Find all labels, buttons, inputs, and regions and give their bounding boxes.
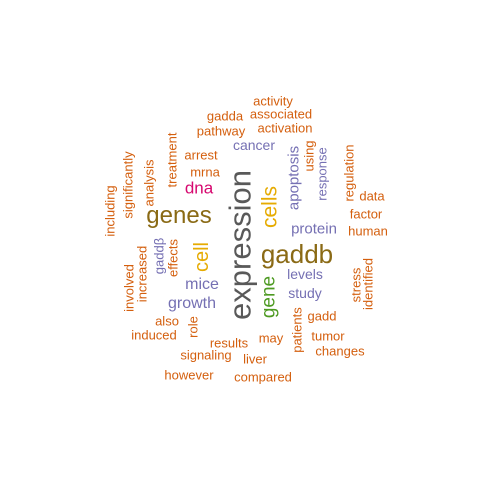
- word-treatment: treatment: [164, 132, 180, 188]
- word-genes: genes: [146, 202, 212, 229]
- word-cancer: cancer: [232, 137, 276, 153]
- word-signaling: signaling: [180, 347, 232, 363]
- word-liver: liver: [243, 351, 267, 367]
- word-mice: mice: [185, 276, 219, 293]
- word-however: however: [164, 367, 214, 383]
- word-growth: growth: [167, 295, 217, 312]
- word-cell: cell: [191, 241, 213, 273]
- word-mrna: mrna: [190, 164, 220, 180]
- word-expression: expression: [222, 170, 258, 320]
- word-regulation: regulation: [341, 144, 357, 202]
- word-gene: gene: [258, 275, 280, 319]
- word-arrest: arrest: [184, 147, 218, 163]
- word-cells: cells: [258, 185, 282, 229]
- word-gaddbeta: gaddβ: [151, 237, 167, 275]
- word-effects: effects: [165, 238, 181, 278]
- word-compared: compared: [234, 369, 292, 385]
- word-induced: induced: [131, 327, 177, 343]
- word-data: data: [359, 188, 385, 204]
- word-human: human: [348, 223, 388, 239]
- word-using: using: [301, 140, 317, 172]
- word-protein: protein: [291, 220, 337, 238]
- word-gadd: gadd: [307, 308, 337, 324]
- word-activity: activity: [253, 93, 293, 109]
- word-role: role: [185, 316, 201, 338]
- word-tumor: tumor: [311, 328, 345, 344]
- word-factor: factor: [349, 206, 383, 222]
- word-pathway: pathway: [196, 123, 246, 139]
- word-gadda: gadda: [206, 108, 244, 124]
- word-response: response: [314, 147, 330, 201]
- word-involved: involved: [121, 264, 137, 312]
- word-changes: changes: [315, 343, 365, 359]
- word-may: may: [258, 330, 284, 346]
- word-patients: patients: [289, 307, 305, 353]
- word-dna: dna: [184, 178, 214, 198]
- word-activation: activation: [257, 120, 313, 136]
- word-gaddb: gaddb: [260, 239, 334, 269]
- word-analysis: analysis: [141, 159, 157, 207]
- word-identified: identified: [360, 257, 376, 311]
- word-increased: increased: [134, 245, 150, 303]
- word-also: also: [155, 313, 179, 329]
- word-levels: levels: [287, 266, 323, 282]
- word-significantly: significantly: [120, 151, 136, 219]
- word-associated: associated: [249, 106, 313, 122]
- word-apoptosis: apoptosis: [285, 145, 303, 211]
- word-including: including: [102, 185, 118, 237]
- word-study: study: [288, 285, 322, 301]
- word-results: results: [209, 335, 249, 351]
